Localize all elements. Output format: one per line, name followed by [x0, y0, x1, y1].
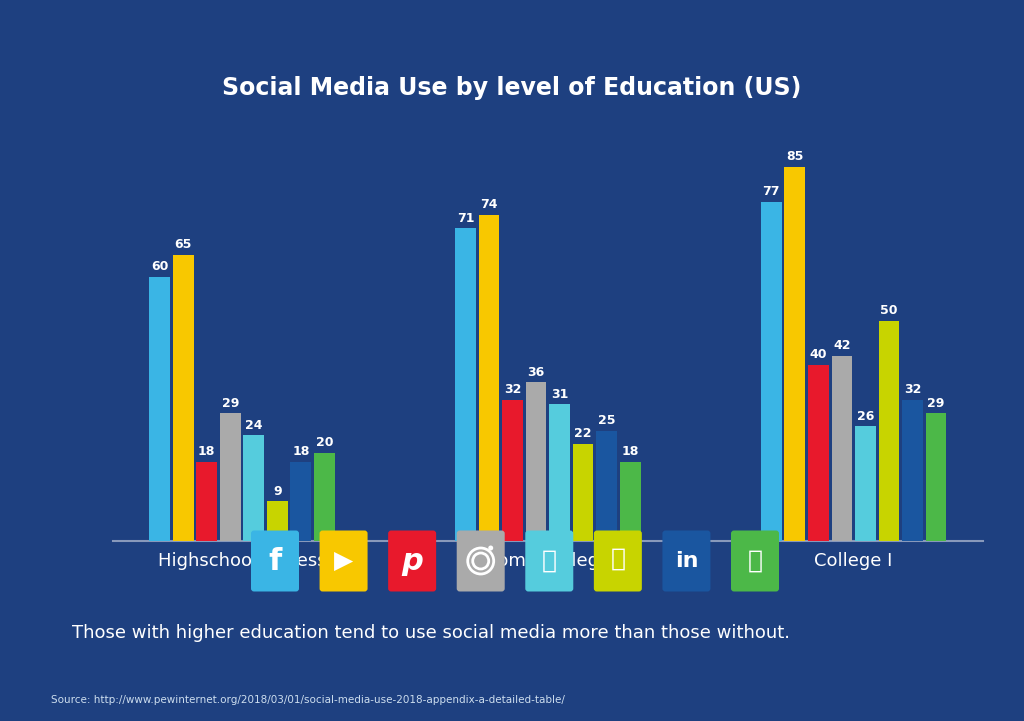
Text: 32: 32	[504, 384, 521, 397]
Bar	[291, 461, 311, 541]
Bar	[855, 426, 876, 541]
Text: 18: 18	[292, 445, 309, 458]
Text: 9: 9	[273, 485, 282, 497]
Circle shape	[488, 546, 494, 551]
Bar	[761, 202, 781, 541]
Bar	[926, 413, 946, 541]
Bar	[525, 382, 547, 541]
Bar	[808, 365, 828, 541]
Text: f: f	[268, 547, 282, 575]
Text: 🐦: 🐦	[542, 549, 557, 573]
Bar	[596, 430, 617, 541]
Text: 20: 20	[315, 436, 333, 449]
Text: 32: 32	[904, 384, 922, 397]
Bar	[879, 321, 899, 541]
Bar	[220, 413, 241, 541]
Bar	[478, 215, 500, 541]
Text: Social Media Use by level of Education (US): Social Media Use by level of Education (…	[222, 76, 802, 99]
Text: 29: 29	[221, 397, 239, 410]
FancyBboxPatch shape	[525, 531, 573, 591]
Text: 60: 60	[151, 260, 168, 273]
Bar	[784, 167, 805, 541]
Text: 24: 24	[245, 419, 262, 432]
Text: in: in	[675, 551, 698, 571]
Text: 50: 50	[881, 304, 898, 317]
Bar	[150, 277, 170, 541]
Text: 👻: 👻	[610, 547, 626, 571]
Text: 36: 36	[527, 366, 545, 379]
Bar	[197, 461, 217, 541]
Text: 42: 42	[834, 340, 851, 353]
Text: 18: 18	[198, 445, 215, 458]
Text: 25: 25	[598, 414, 615, 427]
Text: 22: 22	[574, 428, 592, 441]
Text: 77: 77	[763, 185, 780, 198]
Text: 85: 85	[786, 150, 804, 163]
Text: 26: 26	[857, 410, 874, 423]
Text: 18: 18	[622, 445, 639, 458]
Text: 40: 40	[810, 348, 827, 361]
Text: ▶: ▶	[334, 549, 353, 573]
Bar	[549, 404, 570, 541]
Bar	[244, 435, 264, 541]
Text: Those with higher education tend to use social media more than those without.: Those with higher education tend to use …	[72, 624, 790, 642]
Text: p: p	[401, 547, 423, 575]
FancyBboxPatch shape	[663, 531, 711, 591]
Text: 65: 65	[174, 238, 191, 251]
Text: 29: 29	[928, 397, 945, 410]
Text: 31: 31	[551, 388, 568, 401]
Text: 📱: 📱	[748, 549, 763, 573]
Bar	[572, 444, 594, 541]
FancyBboxPatch shape	[457, 531, 505, 591]
FancyBboxPatch shape	[594, 531, 642, 591]
Bar	[314, 453, 335, 541]
FancyBboxPatch shape	[319, 531, 368, 591]
FancyBboxPatch shape	[731, 531, 779, 591]
FancyBboxPatch shape	[251, 531, 299, 591]
FancyBboxPatch shape	[388, 531, 436, 591]
Bar	[173, 255, 194, 541]
Bar	[620, 461, 641, 541]
Bar	[267, 501, 288, 541]
Bar	[902, 400, 923, 541]
Bar	[831, 356, 852, 541]
Bar	[502, 400, 523, 541]
Text: 74: 74	[480, 198, 498, 211]
Bar	[455, 229, 476, 541]
Text: 71: 71	[457, 212, 474, 225]
Text: Source: http://www.pewinternet.org/2018/03/01/social-media-use-2018-appendix-a-d: Source: http://www.pewinternet.org/2018/…	[51, 695, 565, 705]
